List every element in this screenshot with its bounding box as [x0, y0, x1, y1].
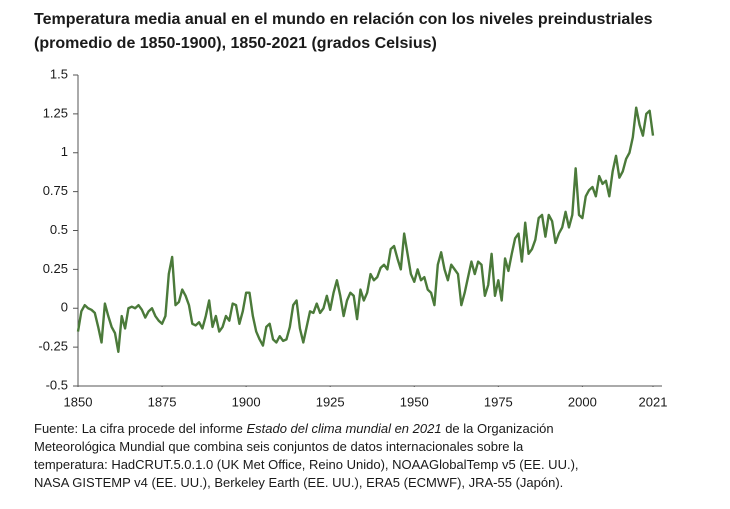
y-tick-label: -0.25 — [38, 339, 68, 354]
y-tick-label: 1.5 — [50, 66, 68, 81]
y-tick-label: 0.75 — [43, 183, 68, 198]
x-tick-label: 1975 — [484, 394, 513, 409]
x-tick-label: 2000 — [568, 394, 597, 409]
note-line: NASA GISTEMP v4 (EE. UU.), Berkeley Eart… — [34, 475, 564, 490]
x-tick-label: 1875 — [148, 394, 177, 409]
title-line: (promedio de 1850-1900), 1850-2021 (grad… — [34, 35, 437, 52]
y-tick-label: 0.5 — [50, 222, 68, 237]
y-tick-label: 0 — [61, 300, 68, 315]
note-text: de la Organización — [441, 421, 554, 436]
temperature-line — [76, 106, 655, 353]
x-tick-label: 1925 — [316, 394, 345, 409]
note-line: Meteorológica Mundial que combina seis c… — [34, 439, 524, 454]
x-tick-label: 1950 — [400, 394, 429, 409]
y-tick-label: 0.25 — [43, 261, 68, 276]
chart-title: Temperatura media anual en el mundo en r… — [34, 8, 653, 56]
note-text: Fuente: La cifra procede del informe — [34, 421, 247, 436]
y-tick-label: 1 — [61, 144, 68, 159]
y-tick-label: -0.5 — [46, 377, 68, 392]
x-tick-label: 1850 — [64, 394, 93, 409]
source-note: Fuente: La cifra procede del informe Est… — [34, 420, 579, 492]
note-line: temperatura: HadCRUT.5.0.1.0 (UK Met Off… — [34, 457, 579, 472]
x-tick-label: 1900 — [232, 394, 261, 409]
y-tick-label: 1.25 — [43, 105, 68, 120]
x-tick-label: 2021 — [639, 394, 668, 409]
note-italic: Estado del clima mundial en 2021 — [246, 421, 442, 436]
title-line: Temperatura media anual en el mundo en r… — [34, 11, 653, 28]
note-line: Fuente: La cifra procede del informe Est… — [34, 420, 579, 438]
